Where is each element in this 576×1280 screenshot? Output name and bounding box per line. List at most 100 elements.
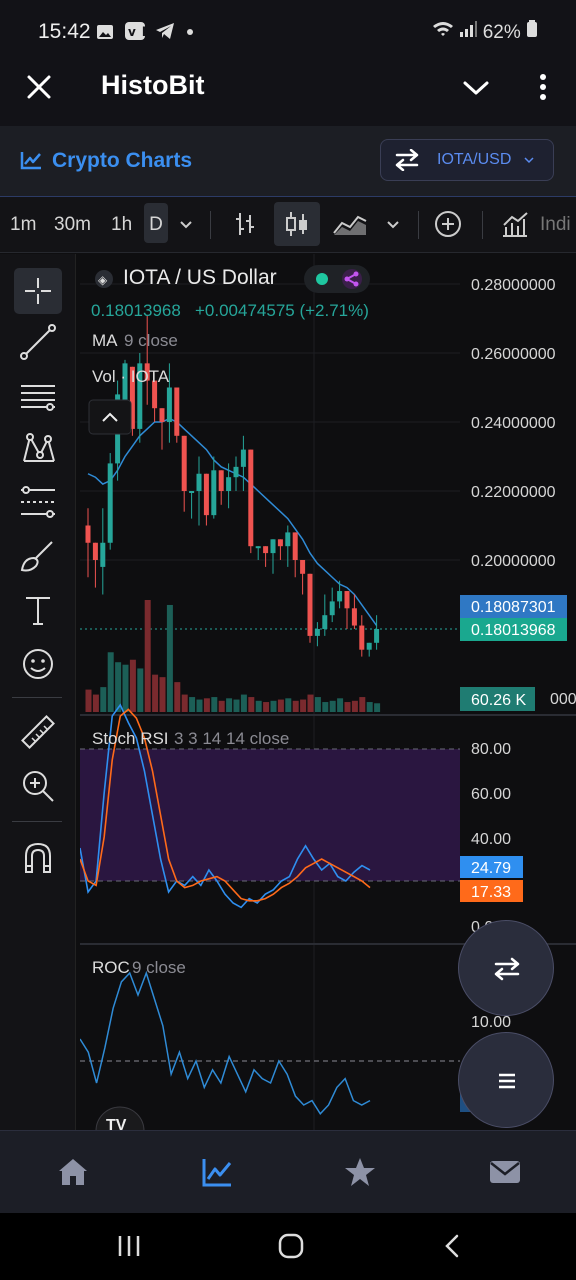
crypto-charts-link[interactable]: Crypto Charts xyxy=(20,149,192,173)
candle-body xyxy=(293,532,298,560)
menu-fab[interactable] xyxy=(458,1032,554,1128)
more-menu-icon[interactable] xyxy=(532,72,554,102)
chevron-down-icon xyxy=(524,156,534,164)
zoom-icon[interactable] xyxy=(18,766,58,806)
volume-bar xyxy=(278,700,284,712)
candle-type-button[interactable] xyxy=(274,202,320,246)
volume-value: 60.26 K xyxy=(471,692,526,709)
price-tick: 0.28000000 xyxy=(471,277,556,294)
candle-body xyxy=(263,546,268,553)
emoji-icon[interactable] xyxy=(18,644,58,684)
add-indicator-icon[interactable] xyxy=(433,209,463,239)
crypto-charts-label: Crypto Charts xyxy=(52,149,192,172)
ruler-icon[interactable] xyxy=(18,712,58,752)
chart-toolbar: 1m 30m 1h D Indi xyxy=(0,197,576,253)
volume-bar xyxy=(263,702,269,712)
swap-fab[interactable] xyxy=(458,920,554,1016)
symbol-title: IOTA / US Dollar xyxy=(123,266,277,289)
divider xyxy=(482,211,483,239)
ma-params: 9 close xyxy=(124,331,178,350)
crosshair-tool[interactable] xyxy=(14,268,62,314)
candle-body xyxy=(285,532,290,546)
timeframe-d[interactable]: D xyxy=(144,203,168,243)
chevron-down-icon[interactable] xyxy=(462,78,490,98)
volume-bar xyxy=(374,703,380,712)
candle-body xyxy=(256,546,261,548)
indicators-icon[interactable] xyxy=(500,209,530,239)
timeframe-30m[interactable]: 30m xyxy=(54,214,91,236)
close-icon[interactable] xyxy=(26,74,52,100)
wifi-icon xyxy=(432,20,454,38)
stoch-label: Stoch RSI xyxy=(92,729,169,748)
back-icon[interactable] xyxy=(440,1233,466,1259)
tradingview-logo: TV xyxy=(106,1117,127,1131)
candle-body xyxy=(337,591,342,601)
iota-logo-icon: ◈ xyxy=(98,273,108,287)
vk-icon: vk xyxy=(125,22,145,40)
bar-type-icon[interactable] xyxy=(230,209,260,239)
candle-body xyxy=(93,543,98,560)
drawing-toolbar xyxy=(0,254,76,1131)
timeframe-1m[interactable]: 1m xyxy=(10,214,36,236)
timeframe-1h[interactable]: 1h xyxy=(111,214,132,236)
stoch-tick: 40.00 xyxy=(471,831,511,848)
volume-bar xyxy=(160,677,166,712)
candle-body xyxy=(211,470,216,515)
magnet-icon[interactable] xyxy=(18,838,58,878)
candle-body xyxy=(219,470,224,491)
status-bar: 15:42 vk 62% xyxy=(0,0,576,64)
mail-icon[interactable] xyxy=(488,1155,522,1189)
home-icon[interactable] xyxy=(56,1155,90,1189)
volume-bar xyxy=(359,697,365,712)
roc-label: ROC xyxy=(92,958,130,977)
battery-icon xyxy=(526,20,538,38)
stoch-k-value: 24.79 xyxy=(471,860,511,877)
star-icon[interactable] xyxy=(343,1155,377,1189)
ma-label: MA xyxy=(92,331,118,350)
area-chart-icon[interactable] xyxy=(332,209,368,239)
price-change: +0.00474575 (+2.71%) xyxy=(195,301,369,320)
candle-body xyxy=(197,474,202,491)
candle-body xyxy=(330,601,335,615)
svg-text:vk: vk xyxy=(128,25,145,39)
volume-bar xyxy=(123,665,129,712)
candle-body xyxy=(308,574,313,636)
indicators-label[interactable]: Indi xyxy=(540,214,571,236)
volume-bar xyxy=(315,697,321,712)
stoch-tick: 60.00 xyxy=(471,786,511,803)
candle-body xyxy=(234,467,239,477)
gallery-icon xyxy=(96,24,114,40)
home-button-icon[interactable] xyxy=(278,1233,304,1259)
stoch-band xyxy=(80,749,460,881)
text-icon[interactable] xyxy=(18,590,58,630)
telegram-icon xyxy=(155,22,175,40)
stoch-d-value: 17.33 xyxy=(471,884,511,901)
candle-body xyxy=(359,626,364,650)
candle-body xyxy=(241,450,246,467)
candle-body xyxy=(374,629,379,643)
candle-body xyxy=(226,477,231,491)
chevron-down-icon[interactable] xyxy=(176,214,196,234)
bottom-nav xyxy=(0,1130,576,1213)
chevron-down-icon[interactable] xyxy=(383,214,403,234)
volume-bar xyxy=(308,695,314,712)
volume-bar xyxy=(352,701,358,712)
prediction-icon[interactable] xyxy=(18,482,58,522)
volume-bar xyxy=(367,702,373,712)
trend-line-icon[interactable] xyxy=(18,322,58,362)
fib-levels-icon[interactable] xyxy=(18,376,58,416)
volume-bar xyxy=(204,698,210,712)
candle-body xyxy=(300,560,305,574)
pattern-icon[interactable] xyxy=(18,429,58,469)
status-right: 62% xyxy=(432,20,538,44)
candle-body xyxy=(182,436,187,491)
recent-apps-icon[interactable] xyxy=(116,1233,142,1259)
ma-price-value: 0.18087301 xyxy=(471,599,556,616)
pair-selector[interactable]: IOTA/USD xyxy=(380,139,554,181)
volume-bar xyxy=(189,697,195,712)
divider xyxy=(418,211,419,239)
vol-label: Vol · IOTA xyxy=(92,367,170,386)
chart-nav-icon[interactable] xyxy=(200,1155,234,1189)
brush-icon[interactable] xyxy=(18,536,58,576)
volume-bar xyxy=(241,695,247,712)
